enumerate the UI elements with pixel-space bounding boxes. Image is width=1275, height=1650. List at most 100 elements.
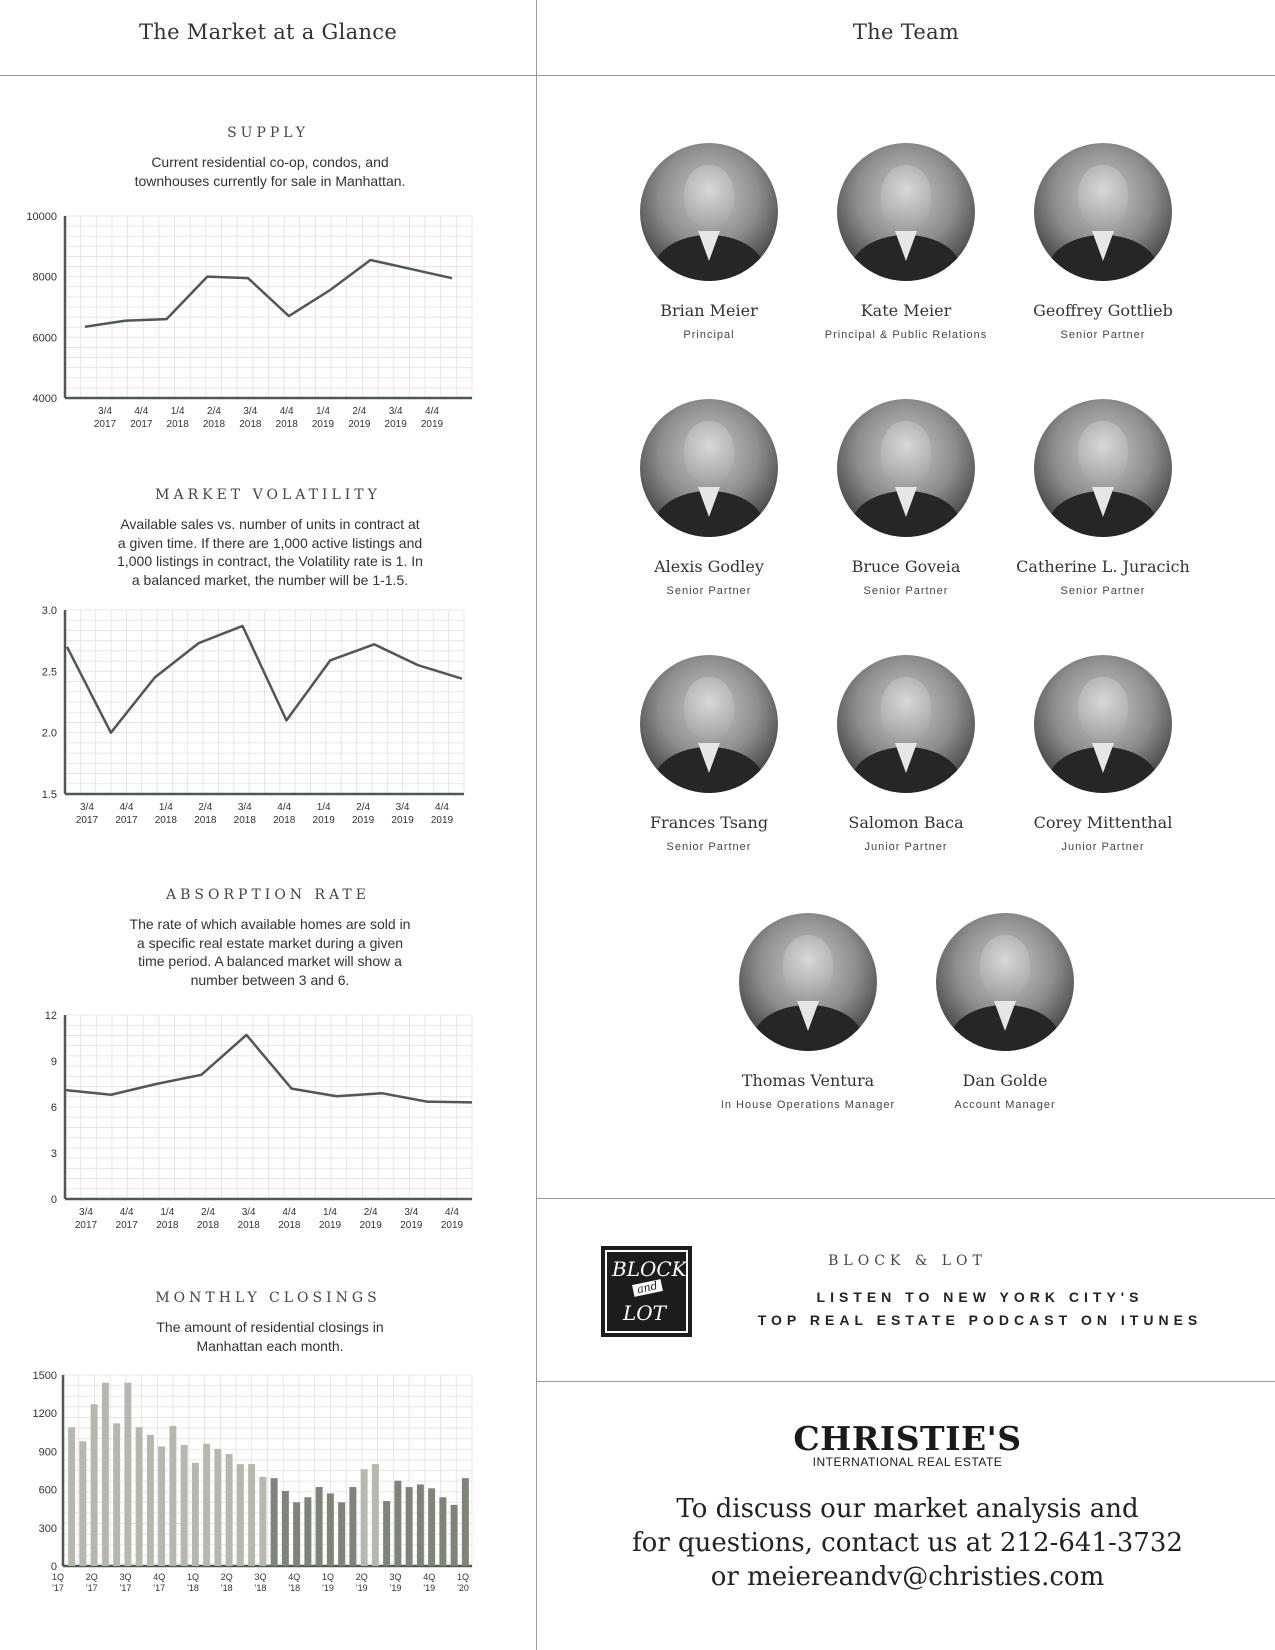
y-tick-label: 6 xyxy=(51,1102,57,1114)
column-divider xyxy=(536,0,537,1650)
x-tick-label: 4/4 xyxy=(277,802,291,813)
x-tick-label: 2018 xyxy=(239,419,262,430)
y-tick-label: 8000 xyxy=(33,272,57,284)
x-tick-label: 2Q xyxy=(221,1572,233,1582)
avatar xyxy=(739,913,877,1051)
x-tick-label: 2018 xyxy=(203,419,226,430)
bar xyxy=(450,1504,458,1566)
market-glance-title: The Market at a Glance xyxy=(138,20,398,44)
x-tick-label: 3/4 xyxy=(404,1207,418,1218)
x-tick-label: 3/4 xyxy=(389,406,403,417)
x-tick-label: '17 xyxy=(153,1583,165,1593)
bar xyxy=(281,1490,289,1566)
x-tick-label: '19 xyxy=(390,1583,402,1593)
x-tick-label: 2018 xyxy=(167,419,190,430)
member-role: Junior Partner xyxy=(864,841,948,853)
x-tick-label: '17 xyxy=(86,1583,98,1593)
x-tick-label: 3/4 xyxy=(79,1207,93,1218)
closings-desc-line: The amount of residential closings in xyxy=(156,1319,384,1335)
x-tick-label: '19 xyxy=(423,1583,435,1593)
x-tick-label: 2019 xyxy=(313,815,336,826)
x-tick-label: 2018 xyxy=(194,815,217,826)
x-tick-label: '18 xyxy=(255,1583,267,1593)
x-tick-label: 3/4 xyxy=(238,802,252,813)
podcast-title: BLOCK & LOT xyxy=(828,1253,987,1269)
x-tick-label: 4Q xyxy=(288,1572,300,1582)
logo-text-and: and xyxy=(632,1279,663,1297)
bar xyxy=(304,1497,312,1566)
x-tick-label: 4Q xyxy=(423,1572,435,1582)
x-tick-label: 1/4 xyxy=(316,406,330,417)
closings-chart: 0300600900120015001Q'172Q'173Q'174Q'171Q… xyxy=(33,1370,473,1593)
member-name: Bruce Goveia xyxy=(851,557,961,576)
y-tick-label: 4000 xyxy=(33,393,57,405)
supply-description: Current residential co-op, condos, and t… xyxy=(60,153,480,190)
x-tick-label: '17 xyxy=(52,1583,64,1593)
bar xyxy=(270,1478,278,1566)
x-tick-label: 4/4 xyxy=(445,1207,459,1218)
bar xyxy=(135,1427,143,1566)
x-tick-label: 2017 xyxy=(116,1220,139,1231)
bar xyxy=(248,1464,256,1566)
supply-desc-line: townhouses currently for sale in Manhatt… xyxy=(134,172,406,189)
x-tick-label: '17 xyxy=(120,1583,132,1593)
volatility-description: Available sales vs. number of units in c… xyxy=(60,515,480,589)
member-role: Senior Partner xyxy=(666,841,752,853)
x-tick-label: 2/4 xyxy=(198,802,212,813)
team-member-card: Catherine L. Juracich Senior Partner xyxy=(998,399,1208,597)
x-tick-label: 4/4 xyxy=(119,802,133,813)
bar xyxy=(146,1434,154,1566)
member-role: Senior Partner xyxy=(863,585,949,597)
bar xyxy=(236,1464,244,1566)
y-tick-label: 2.5 xyxy=(42,666,57,678)
team-member-card: Salomon Baca Junior Partner xyxy=(801,655,1011,853)
member-name: Kate Meier xyxy=(860,301,952,320)
team-title: The Team xyxy=(852,20,960,44)
member-name: Brian Meier xyxy=(660,301,758,320)
member-name: Dan Golde xyxy=(962,1071,1048,1090)
x-tick-label: 2019 xyxy=(400,1220,423,1231)
closings-title: MONTHLY CLOSINGS xyxy=(155,1290,381,1306)
x-tick-label: 2019 xyxy=(385,419,408,430)
christies-subtitle: INTERNATIONAL REAL ESTATE xyxy=(812,1455,1003,1469)
volatility-desc-line: a balanced market, the number will be 1-… xyxy=(131,571,409,588)
x-tick-label: 2019 xyxy=(360,1220,383,1231)
y-tick-label: 900 xyxy=(39,1446,57,1458)
x-tick-label: 2/4 xyxy=(201,1207,215,1218)
volatility-chart: 1.5 2.0 2.5 3.0 3/4 2017 4/4 2017 1/4 2018 2/4 2018… xyxy=(42,605,465,826)
x-tick-label: 2017 xyxy=(130,419,153,430)
bar xyxy=(360,1469,368,1566)
logo-text-lot: LOT xyxy=(623,1301,667,1325)
member-role: In House Operations Manager xyxy=(720,1099,896,1111)
y-tick-label: 300 xyxy=(39,1523,57,1535)
bar xyxy=(191,1462,199,1566)
avatar xyxy=(837,399,975,537)
member-name: Salomon Baca xyxy=(848,813,964,832)
x-tick-label: 1Q xyxy=(457,1572,469,1582)
x-tick-label: 1/4 xyxy=(160,1207,174,1218)
member-name: Corey Mittenthal xyxy=(1033,813,1173,832)
y-tick-label: 0 xyxy=(51,1561,57,1573)
x-tick-label: 1/4 xyxy=(171,406,185,417)
bar xyxy=(259,1476,267,1566)
bar xyxy=(461,1478,469,1566)
member-role: Junior Partner xyxy=(1061,841,1145,853)
team-member-card: Brian Meier Principal xyxy=(604,143,814,341)
y-tick-label: 1200 xyxy=(33,1408,57,1420)
logo-text-block: BLOCK xyxy=(612,1257,687,1281)
series-line xyxy=(84,258,453,328)
absorption-desc-line: The rate of which available homes are so… xyxy=(129,916,411,932)
x-tick-label: 3/4 xyxy=(242,1207,256,1218)
bar xyxy=(326,1493,334,1566)
x-tick-label: '20 xyxy=(457,1583,469,1593)
bar xyxy=(113,1423,121,1566)
team-member-card: Alexis Godley Senior Partner xyxy=(604,399,814,597)
x-tick-label: 1Q xyxy=(322,1572,334,1582)
x-tick-label: 3/4 xyxy=(80,802,94,813)
x-tick-label: 2/4 xyxy=(352,406,366,417)
header-divider xyxy=(0,75,1275,76)
x-tick-label: 1/4 xyxy=(159,802,173,813)
podcast-line-2: TOP REAL ESTATE PODCAST ON ITUNES xyxy=(757,1312,1203,1328)
y-tick-label: 6000 xyxy=(33,332,57,344)
x-tick-label: 2019 xyxy=(312,419,335,430)
